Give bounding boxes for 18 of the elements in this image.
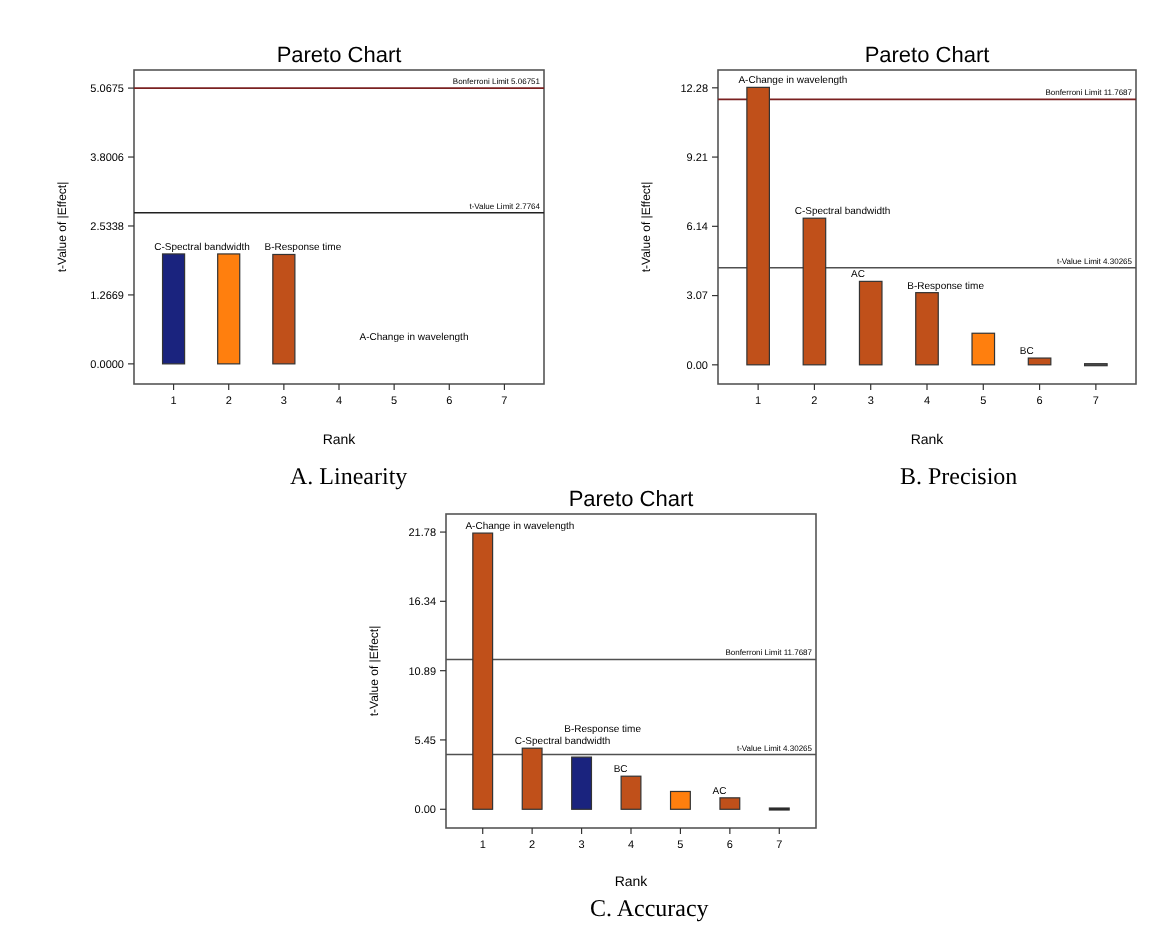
chart-title: Pareto Chart (864, 44, 990, 68)
bar (1027, 357, 1052, 366)
chart-title: Pareto Chart (568, 488, 694, 512)
text: C. Accuracy (590, 894, 709, 922)
bar (620, 775, 642, 810)
bar (915, 292, 939, 366)
bar (669, 790, 691, 810)
bar (521, 747, 543, 810)
bar (746, 86, 770, 366)
chart-title: Pareto Chart (276, 44, 402, 68)
text: A. Linearity (290, 462, 408, 490)
bar (571, 756, 593, 810)
text: B. Precision (900, 462, 1018, 490)
bar (971, 332, 996, 366)
bar (472, 532, 494, 810)
bar (719, 797, 741, 810)
bar (858, 280, 883, 366)
bar (802, 217, 827, 366)
